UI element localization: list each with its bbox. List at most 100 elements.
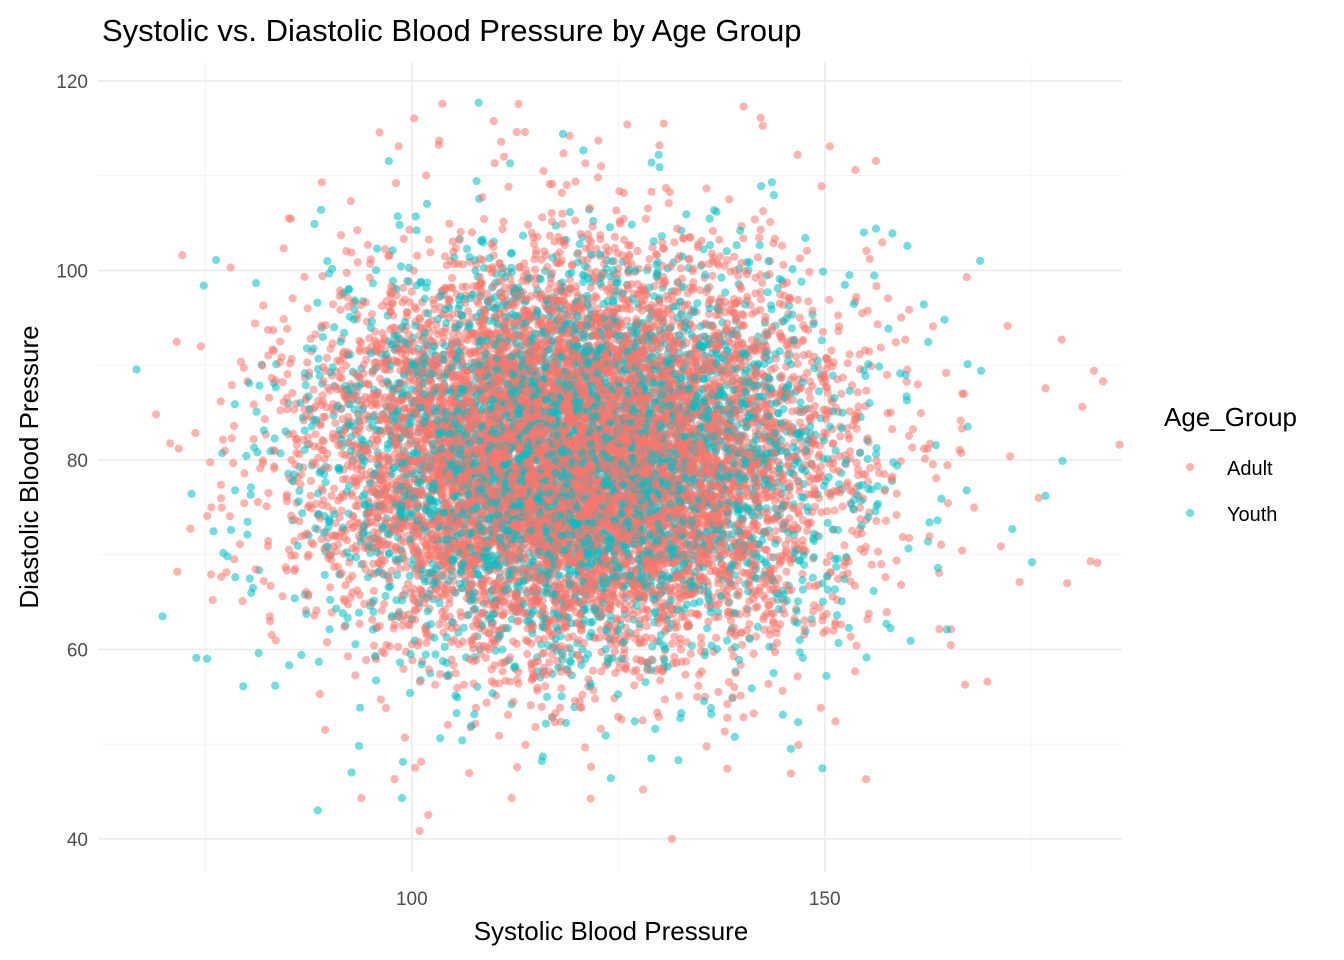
point-youth (705, 214, 714, 223)
point-adult (624, 614, 633, 623)
point-adult (772, 638, 782, 647)
point-youth (630, 717, 639, 726)
point-youth (775, 347, 784, 356)
point-adult (798, 569, 807, 579)
point-adult (725, 195, 734, 204)
point-adult (660, 695, 670, 704)
point-youth (823, 518, 832, 528)
point-adult (840, 541, 849, 550)
point-adult (276, 406, 285, 415)
point-adult (240, 469, 249, 478)
point-youth (696, 322, 705, 331)
point-youth (712, 645, 722, 654)
point-adult (537, 702, 546, 711)
point-adult (415, 826, 424, 836)
point-adult (240, 499, 249, 508)
point-adult (571, 216, 580, 225)
point-youth (276, 449, 285, 458)
point-adult (808, 619, 817, 628)
point-adult (772, 354, 781, 363)
point-youth (562, 718, 571, 728)
point-youth (801, 233, 810, 243)
point-adult (838, 502, 847, 511)
point-adult (892, 510, 901, 520)
point-adult (843, 359, 852, 368)
point-youth (231, 573, 240, 582)
point-adult (574, 248, 583, 257)
point-youth (246, 490, 255, 499)
point-adult (872, 282, 881, 291)
point-youth (557, 692, 566, 701)
point-adult (306, 476, 315, 486)
point-adult (424, 235, 433, 244)
point-youth (787, 324, 797, 333)
point-adult (405, 225, 414, 234)
point-adult (220, 446, 229, 455)
point-adult (436, 670, 445, 679)
point-youth (706, 704, 716, 713)
point-adult (655, 141, 664, 150)
point-adult (891, 338, 900, 347)
point-youth (705, 241, 715, 250)
point-youth (243, 530, 252, 539)
point-adult (282, 566, 291, 575)
point-adult (548, 179, 557, 189)
point-adult (565, 275, 575, 284)
point-adult (499, 152, 509, 161)
point-adult (309, 385, 318, 394)
point-youth (832, 562, 841, 572)
point-adult (760, 612, 769, 621)
point-youth (541, 719, 551, 728)
point-adult (670, 632, 679, 641)
point-youth (657, 232, 666, 241)
point-adult (739, 102, 748, 111)
point-adult (321, 725, 330, 734)
point-adult (936, 540, 946, 549)
point-adult (318, 391, 327, 400)
point-adult (498, 224, 507, 234)
point-adult (795, 313, 804, 322)
point-adult (229, 421, 239, 431)
point-adult (612, 614, 621, 623)
point-adult (686, 649, 695, 658)
point-adult (206, 458, 215, 467)
point-adult (265, 393, 274, 402)
point-adult (368, 615, 377, 624)
point-adult (593, 173, 603, 182)
point-adult (399, 664, 408, 674)
point-adult (166, 439, 175, 448)
point-youth (326, 595, 335, 605)
point-adult (716, 252, 725, 261)
point-youth (808, 573, 817, 582)
point-adult (1041, 384, 1050, 393)
point-youth (862, 653, 871, 662)
point-adult (369, 586, 378, 596)
point-adult (586, 794, 595, 803)
point-adult (756, 113, 765, 122)
point-youth (769, 669, 778, 678)
point-youth (695, 597, 704, 607)
point-adult (403, 579, 412, 588)
point-adult (426, 248, 435, 257)
point-adult (822, 558, 831, 567)
point-adult (317, 535, 326, 544)
point-youth (442, 319, 451, 328)
point-adult (417, 757, 426, 766)
point-adult (306, 491, 315, 500)
point-adult (249, 435, 258, 444)
point-youth (872, 444, 881, 453)
point-adult (878, 238, 887, 247)
point-adult (863, 434, 872, 443)
point-adult (816, 703, 825, 712)
point-youth (976, 366, 986, 375)
point-adult (326, 583, 335, 592)
point-adult (539, 167, 548, 176)
point-youth (332, 604, 341, 613)
point-adult (644, 263, 653, 272)
point-adult (845, 434, 854, 443)
point-adult (545, 658, 554, 667)
point-adult (362, 655, 371, 665)
point-youth (266, 447, 275, 456)
point-adult (596, 231, 605, 240)
